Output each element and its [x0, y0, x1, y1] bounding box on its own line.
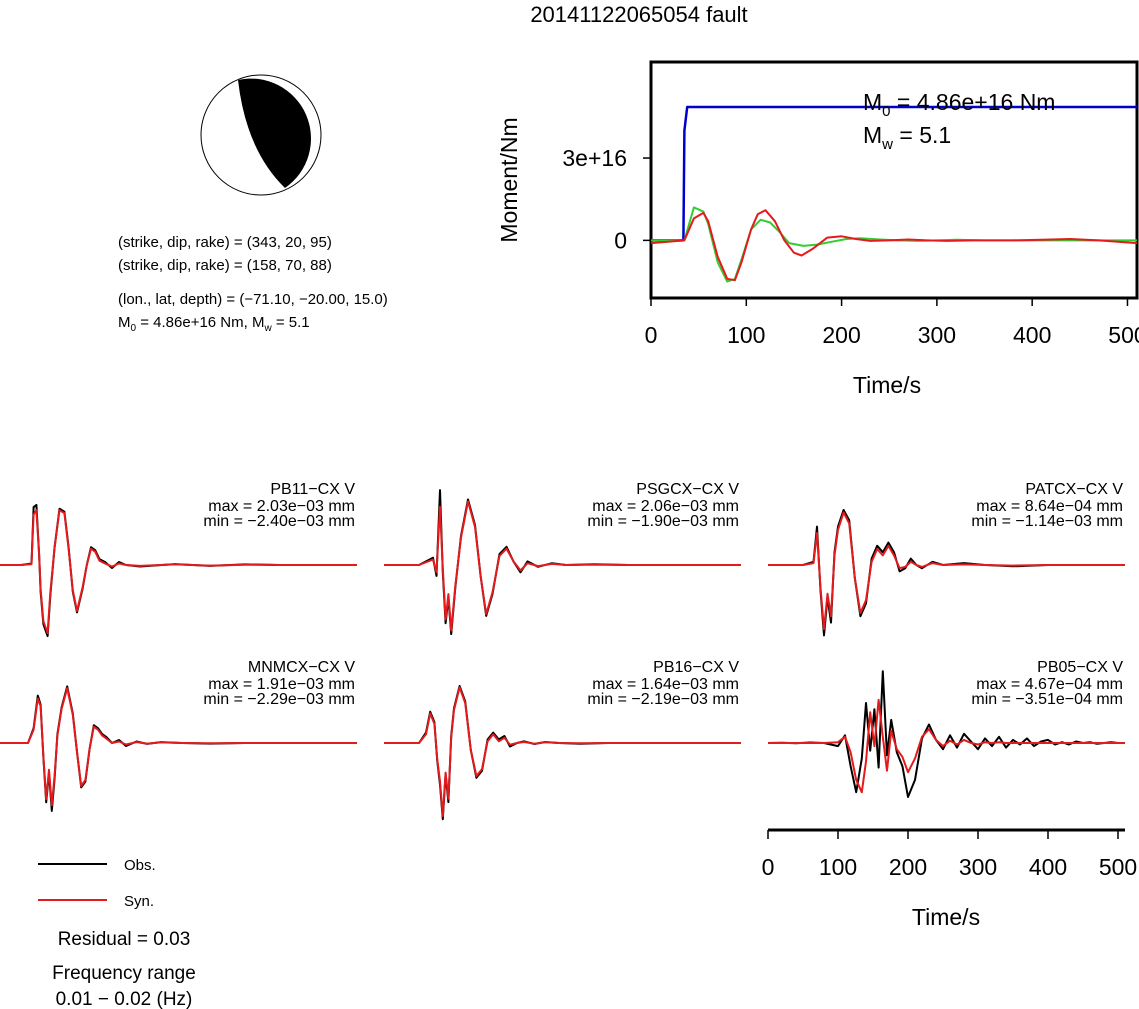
- frequency-range-label: Frequency range: [52, 963, 196, 984]
- waveform-x-tick-label: 200: [889, 854, 927, 880]
- moment-series-red: [650, 209, 1138, 282]
- moment-y-axis-label: Moment/Nm: [496, 117, 522, 242]
- m0-symbol: M: [118, 314, 131, 331]
- station-label: PB16−CX V: [653, 659, 739, 676]
- max-amplitude: max = 2.06e−03 mm: [592, 498, 739, 515]
- waveform-x-tick-label: 400: [1029, 854, 1067, 880]
- legend: Obs. Syn.: [38, 857, 156, 910]
- moment-x-axis-label: Time/s: [853, 372, 921, 398]
- min-amplitude: min = −3.51e−04 mm: [971, 691, 1123, 708]
- synthetic-trace: [0, 687, 357, 807]
- moment-magnitude-line: M0 = 4.86e+16 Nm, Mw = 5.1: [118, 314, 310, 334]
- moment-x-tick-label: 100: [727, 322, 765, 348]
- moment-x-tick-label: 300: [918, 322, 956, 348]
- max-amplitude: max = 4.67e−04 mm: [976, 676, 1123, 693]
- station-label: PB11−CX V: [270, 481, 355, 498]
- mw-annotation: Mw = 5.1: [863, 122, 951, 153]
- moment-x-tick-label: 400: [1013, 322, 1051, 348]
- moment-series-group: [650, 105, 1138, 283]
- event-location: (lon., lat, depth) = (−71.10, −20.00, 15…: [118, 291, 388, 308]
- synthetic-trace: [384, 686, 741, 817]
- m0-value: = 4.86e+16 Nm, M: [136, 314, 264, 331]
- waveform-time-axis: Time/s 0 100 200 300 400 500: [762, 828, 1137, 930]
- moment-axes-group: 0 100 200 300 400 500 0 3e+16: [562, 145, 1139, 348]
- synthetic-trace: [768, 511, 1125, 630]
- station-label: MNMCX−CX V: [248, 659, 355, 676]
- min-amplitude: min = −1.90e−03 mm: [587, 513, 739, 530]
- m0-subscript: 0: [131, 323, 137, 334]
- legend-syn-label: Syn.: [124, 893, 154, 910]
- max-amplitude: max = 2.03e−03 mm: [208, 498, 355, 515]
- moment-y-tick-label: 0: [614, 227, 627, 253]
- frequency-range-value: 0.01 − 0.02 (Hz): [56, 989, 193, 1009]
- max-amplitude: max = 8.64e−04 mm: [976, 498, 1123, 515]
- waveform-x-tick-label: 100: [819, 854, 857, 880]
- synthetic-trace: [384, 500, 741, 632]
- waveform-x-axis-label: Time/s: [912, 904, 980, 930]
- min-amplitude: min = −2.19e−03 mm: [587, 691, 739, 708]
- mw-value: = 5.1: [272, 314, 310, 331]
- figure-title: 20141122065054 fault: [530, 2, 747, 27]
- nodal-plane-2: (strike, dip, rake) = (158, 70, 88): [118, 257, 332, 274]
- synthetic-trace: [768, 698, 1125, 794]
- moment-chart-frame: [649, 60, 1139, 300]
- beachball-compressional-quadrant: [238, 78, 311, 188]
- min-amplitude: min = −1.14e−03 mm: [971, 513, 1123, 530]
- waveform-x-tick-label: 500: [1099, 854, 1137, 880]
- m0-annotation: M0 = 4.86e+16 Nm: [863, 89, 1055, 120]
- moment-chart: 010020030040050003e+16 M0 = 4.86e+16 Nm …: [496, 60, 1139, 398]
- synthetic-trace: [0, 509, 357, 635]
- max-amplitude: max = 1.64e−03 mm: [592, 676, 739, 693]
- moment-x-tick-label: 500: [1108, 322, 1139, 348]
- max-amplitude: max = 1.91e−03 mm: [208, 676, 355, 693]
- mechanism-info: (strike, dip, rake) = (343, 20, 95) (str…: [118, 234, 388, 334]
- waveform-x-tick-label: 0: [762, 854, 775, 880]
- min-amplitude: min = −2.29e−03 mm: [203, 691, 355, 708]
- moment-x-tick-label: 200: [822, 322, 860, 348]
- residual-text: Residual = 0.03: [58, 929, 191, 950]
- moment-y-tick-label: 3e+16: [562, 145, 627, 171]
- nodal-plane-1: (strike, dip, rake) = (343, 20, 95): [118, 234, 332, 251]
- moment-x-tick-label: 0: [645, 322, 658, 348]
- waveform-x-tick-label: 300: [959, 854, 997, 880]
- mw-subscript: w: [263, 323, 272, 334]
- station-label: PSGCX−CX V: [636, 481, 739, 498]
- station-label: PB05−CX V: [1037, 659, 1123, 676]
- legend-obs-label: Obs.: [124, 857, 156, 874]
- focal-mechanism-beachball: [200, 74, 322, 196]
- min-amplitude: min = −2.40e−03 mm: [203, 513, 355, 530]
- station-label: PATCX−CX V: [1025, 481, 1123, 498]
